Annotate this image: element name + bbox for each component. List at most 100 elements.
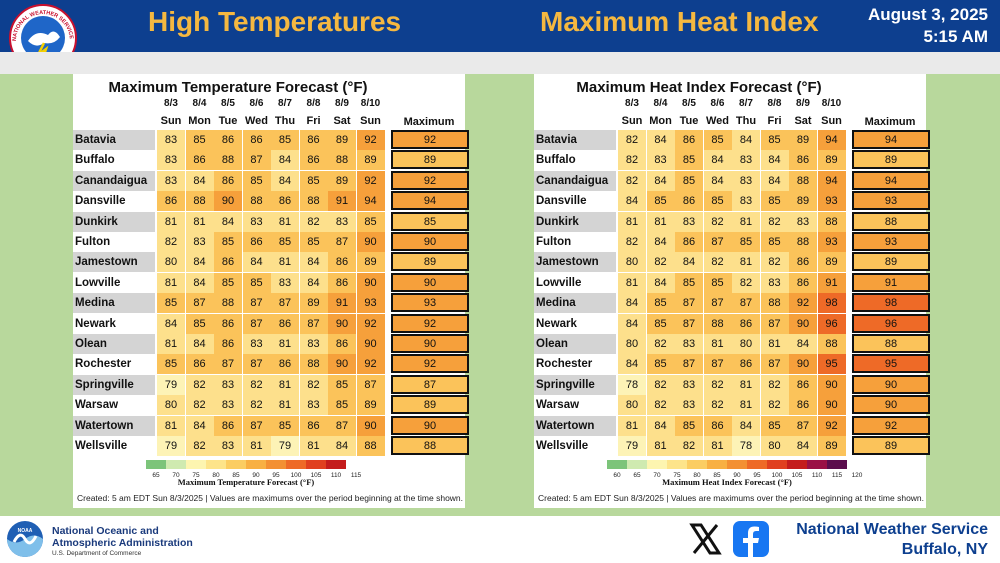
column-date: 8/4 — [653, 98, 668, 109]
forecast-cell: 86 — [732, 354, 760, 375]
forecast-cell: 86 — [271, 313, 299, 334]
forecast-cell: 83 — [789, 211, 817, 232]
row-name-background — [73, 415, 155, 436]
facebook-logo-icon[interactable] — [733, 521, 769, 557]
column-day: Fri — [306, 115, 321, 127]
forecast-cell: 82 — [675, 436, 703, 456]
maximum-cell: 94 — [852, 130, 930, 149]
forecast-cell: 84 — [157, 313, 185, 334]
maximum-cell: 98 — [852, 293, 930, 313]
forecast-cell: 85 — [675, 415, 703, 436]
location-name: Dunkirk — [536, 215, 579, 228]
temperature-forecast-panel: Maximum Temperature Forecast (°F) 8/3 Sun… — [73, 74, 469, 508]
maximum-cell: 90 — [852, 395, 930, 415]
forecast-cell: 87 — [328, 232, 356, 252]
forecast-cell: 88 — [760, 293, 789, 314]
forecast-cell: 90 — [789, 354, 817, 375]
forecast-cell: 81 — [618, 272, 646, 293]
forecast-cell: 84 — [185, 272, 214, 293]
noaa-department: U.S. Department of Commerce — [52, 550, 142, 557]
forecast-cell: 80 — [157, 252, 185, 273]
forecast-cell: 86 — [675, 232, 703, 252]
forecast-cell: 86 — [271, 354, 299, 375]
forecast-cell: 81 — [732, 395, 760, 416]
forecast-cell: 86 — [789, 374, 817, 395]
forecast-cell: 81 — [732, 252, 760, 273]
forecast-cell: 85 — [214, 232, 242, 252]
x-logo-icon[interactable] — [688, 522, 722, 556]
forecast-cell: 85 — [646, 293, 675, 314]
forecast-cell: 86 — [271, 191, 299, 212]
forecast-cell: 84 — [732, 130, 760, 150]
forecast-cell: 82 — [703, 211, 732, 232]
forecast-cell: 84 — [618, 293, 646, 314]
forecast-cell: 89 — [817, 252, 846, 273]
issue-time: 5:15 AM — [923, 27, 988, 46]
maximum-cell: 89 — [852, 436, 930, 455]
forecast-cell: 86 — [789, 150, 817, 171]
forecast-cell: 93 — [817, 232, 846, 252]
forecast-cell: 84 — [185, 415, 214, 436]
row-name-background — [534, 415, 616, 436]
legend-tick: 90 — [733, 472, 741, 479]
forecast-cell: 82 — [703, 374, 732, 395]
forecast-cell: 83 — [299, 395, 328, 416]
forecast-cell: 83 — [214, 395, 242, 416]
forecast-cell: 86 — [185, 150, 214, 171]
forecast-cell: 89 — [817, 150, 846, 171]
maximum-cell: 89 — [391, 395, 469, 415]
forecast-cell: 92 — [356, 313, 385, 334]
forecast-cell: 90 — [356, 415, 385, 436]
legend-tick: 85 — [713, 472, 721, 479]
forecast-cell: 84 — [789, 436, 817, 456]
forecast-cell: 88 — [817, 334, 846, 354]
panel-footnote: Created: 5 am EDT Sun 8/3/2025 | Values … — [538, 493, 925, 503]
maximum-cell: 91 — [852, 272, 930, 292]
legend-tick: 85 — [232, 472, 240, 479]
forecast-cell: 82 — [242, 395, 271, 416]
nws-office: National Weather Service Buffalo, NY — [796, 520, 988, 560]
forecast-cell: 92 — [356, 170, 385, 191]
forecast-cell: 82 — [760, 395, 789, 416]
column-day: Fri — [767, 115, 782, 127]
forecast-cell: 83 — [646, 150, 675, 171]
location-name: Medina — [536, 297, 576, 310]
maximum-cell: 92 — [852, 415, 930, 435]
forecast-cell: 83 — [675, 395, 703, 416]
forecast-cell: 79 — [157, 374, 185, 395]
forecast-cell: 89 — [356, 252, 385, 273]
column-maximum-header: Maximum — [864, 116, 916, 128]
row-name-background — [73, 374, 155, 395]
legend-tick: 90 — [252, 472, 260, 479]
forecast-cell: 82 — [242, 374, 271, 395]
forecast-cell: 84 — [646, 272, 675, 293]
forecast-cell: 86 — [157, 191, 185, 212]
location-name: Springville — [75, 378, 134, 391]
forecast-cell: 83 — [675, 374, 703, 395]
forecast-cell: 82 — [732, 272, 760, 293]
forecast-cell: 88 — [299, 191, 328, 212]
forecast-cell: 92 — [817, 415, 846, 436]
forecast-cell: 81 — [760, 334, 789, 354]
column-day: Mon — [188, 115, 211, 127]
forecast-cell: 84 — [646, 170, 675, 191]
legend-tick: 65 — [633, 472, 641, 479]
forecast-cell: 91 — [328, 293, 356, 314]
column-date: 8/6 — [249, 98, 264, 109]
noaa-logo-icon: NOAA — [7, 521, 43, 557]
forecast-cell: 89 — [789, 130, 817, 150]
forecast-cell: 81 — [157, 211, 185, 232]
forecast-cell: 86 — [214, 252, 242, 273]
forecast-cell: 85 — [356, 211, 385, 232]
column-date: 8/5 — [682, 98, 696, 109]
row-name-background — [534, 313, 616, 334]
row-name-background — [73, 436, 155, 456]
legend-swatch — [186, 460, 206, 469]
location-name: Buffalo — [75, 154, 115, 167]
column-date: 8/9 — [796, 98, 810, 109]
forecast-cell: 85 — [703, 191, 732, 212]
forecast-cell: 86 — [675, 191, 703, 212]
forecast-cell: 87 — [675, 354, 703, 375]
forecast-cell: 81 — [299, 436, 328, 456]
forecast-cell: 82 — [185, 436, 214, 456]
